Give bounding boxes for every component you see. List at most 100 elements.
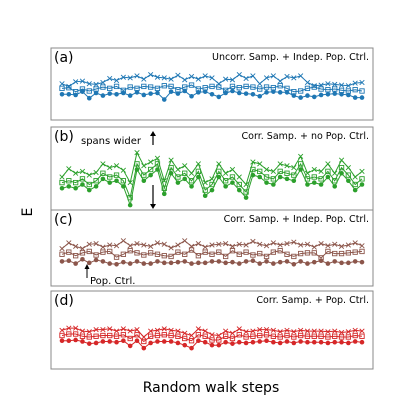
data-point <box>154 74 161 80</box>
data-point <box>93 257 99 263</box>
data-point <box>134 250 140 256</box>
data-point <box>359 95 365 100</box>
data-point <box>236 85 242 91</box>
data-point <box>257 339 263 344</box>
data-point <box>318 92 324 98</box>
data-point <box>73 261 78 266</box>
data-point <box>229 335 236 342</box>
data-point <box>59 174 65 180</box>
data-point <box>270 240 276 246</box>
data-point <box>93 81 99 88</box>
data-point <box>182 88 188 94</box>
data-point <box>73 337 78 343</box>
data-point <box>277 329 283 335</box>
data-point <box>230 341 235 346</box>
data-point <box>291 75 297 81</box>
data-point <box>147 84 154 90</box>
data-point <box>161 332 167 338</box>
data-point <box>339 170 344 176</box>
data-point <box>359 259 365 265</box>
data-point <box>304 241 311 247</box>
data-point <box>141 252 147 258</box>
data-point <box>154 332 161 339</box>
data-point <box>148 91 153 96</box>
data-point <box>325 340 331 346</box>
data-point <box>216 94 222 100</box>
data-point <box>59 91 65 97</box>
data-point <box>134 240 140 247</box>
data-point <box>352 332 358 339</box>
data-point <box>182 259 188 264</box>
data-point <box>277 83 283 89</box>
series-square <box>59 82 365 95</box>
data-point <box>243 340 249 346</box>
data-point <box>284 90 290 95</box>
data-point <box>175 242 181 248</box>
data-point <box>59 245 65 252</box>
data-point <box>250 172 256 178</box>
data-point <box>202 333 208 339</box>
data-point <box>154 327 161 333</box>
data-point <box>345 334 352 340</box>
panel-description: Corr. Samp. + no Pop. Ctrl. <box>242 131 369 142</box>
data-point <box>154 155 161 161</box>
data-point <box>236 187 242 193</box>
data-point <box>127 343 133 349</box>
data-point <box>93 184 99 189</box>
data-point <box>86 172 92 178</box>
data-point <box>243 242 249 248</box>
data-point <box>236 332 242 338</box>
data-point <box>311 174 317 180</box>
data-point <box>257 86 263 92</box>
data-point <box>223 76 229 82</box>
data-point <box>230 259 235 265</box>
data-point <box>345 329 351 335</box>
data-point <box>134 90 140 95</box>
data-point <box>141 345 147 351</box>
data-point <box>270 176 277 182</box>
data-point <box>113 77 120 84</box>
data-point <box>332 170 338 176</box>
data-point <box>318 258 324 264</box>
data-point <box>304 333 311 339</box>
data-point <box>291 178 297 184</box>
data-point <box>332 81 338 88</box>
data-point <box>325 87 331 93</box>
data-point <box>271 339 276 345</box>
data-point <box>66 240 72 246</box>
data-point <box>100 332 106 339</box>
data-point <box>127 335 133 342</box>
data-point <box>243 334 249 340</box>
data-point <box>297 332 304 339</box>
data-point <box>209 259 215 264</box>
data-point <box>277 259 283 265</box>
data-point <box>195 326 201 332</box>
data-point <box>250 238 256 245</box>
data-point <box>222 178 229 184</box>
series-square <box>59 247 365 261</box>
data-point <box>277 242 283 248</box>
data-point <box>271 89 276 94</box>
data-point <box>141 178 147 184</box>
data-point <box>195 240 201 247</box>
data-point <box>202 260 208 266</box>
data-point <box>107 242 113 248</box>
series-x <box>59 150 365 188</box>
data-point <box>134 338 140 344</box>
data-point <box>114 91 119 97</box>
data-point <box>352 327 358 333</box>
data-point <box>284 170 290 176</box>
data-point <box>195 76 201 82</box>
arrow-up-head <box>150 131 156 136</box>
data-point <box>236 326 242 332</box>
data-point <box>121 184 126 189</box>
data-point <box>59 259 65 264</box>
data-point <box>168 170 174 176</box>
data-point <box>304 250 311 256</box>
data-point <box>229 243 236 250</box>
data-point <box>284 73 290 80</box>
data-point <box>270 168 276 174</box>
data-point <box>311 84 317 90</box>
data-point <box>338 82 345 88</box>
data-point <box>359 182 365 187</box>
